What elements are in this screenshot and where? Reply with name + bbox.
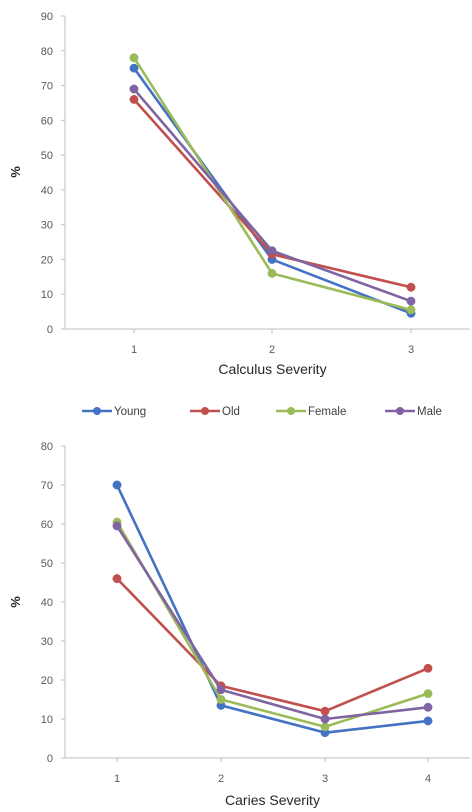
y-axis-title: % xyxy=(8,596,23,608)
data-point-male xyxy=(406,296,416,306)
data-point-male xyxy=(423,702,433,712)
y-tick-label: 70 xyxy=(41,81,53,93)
y-tick-label: 0 xyxy=(47,753,53,765)
data-point-old xyxy=(112,574,122,584)
y-tick-label: 20 xyxy=(41,254,53,266)
data-point-male xyxy=(112,521,122,531)
legend-marker-female xyxy=(287,407,295,415)
legend-label-female: Female xyxy=(308,406,346,418)
series-line-young xyxy=(115,484,429,734)
data-point-young xyxy=(112,480,122,490)
data-point-male xyxy=(267,246,277,256)
series-line-female xyxy=(115,521,429,729)
series-line-old xyxy=(116,577,429,713)
y-axis-title: % xyxy=(8,166,23,178)
legend-label-male: Male xyxy=(417,406,442,418)
x-tick-label: 4 xyxy=(425,773,431,785)
x-tick-label: 1 xyxy=(114,773,120,785)
x-tick-label: 3 xyxy=(322,773,328,785)
data-point-female xyxy=(320,722,330,732)
y-tick-label: 30 xyxy=(41,636,53,648)
data-point-old xyxy=(320,706,330,716)
data-point-young xyxy=(129,63,139,73)
legend-marker-old xyxy=(201,407,209,415)
y-tick-label: 90 xyxy=(41,11,53,23)
data-point-female xyxy=(267,268,277,278)
data-point-male xyxy=(320,714,330,724)
y-tick-label: 60 xyxy=(41,115,53,127)
x-tick-label: 1 xyxy=(131,344,137,356)
data-point-female xyxy=(423,689,433,699)
data-point-female xyxy=(129,53,139,63)
x-tick-label: 2 xyxy=(269,344,275,356)
y-tick-label: 20 xyxy=(41,675,53,687)
y-tick-label: 60 xyxy=(41,519,53,531)
data-point-old xyxy=(129,95,139,104)
y-tick-label: 40 xyxy=(41,185,53,197)
data-point-male xyxy=(216,685,226,695)
y-tick-label: 80 xyxy=(41,46,53,58)
legend-label-young: Young xyxy=(114,406,146,418)
y-tick-label: 30 xyxy=(41,220,53,232)
data-point-female xyxy=(216,695,226,704)
y-tick-label: 50 xyxy=(41,150,53,162)
legend-label-old: Old xyxy=(222,406,240,418)
data-point-old xyxy=(423,663,433,673)
data-point-female xyxy=(406,305,416,315)
series-line-male xyxy=(115,525,429,721)
y-tick-label: 40 xyxy=(41,597,53,609)
x-tick-label: 2 xyxy=(218,773,224,785)
legend-marker-young xyxy=(93,407,101,415)
data-point-old xyxy=(406,282,416,292)
y-tick-label: 70 xyxy=(41,480,53,492)
x-axis-title: Calculus Severity xyxy=(218,361,326,377)
legend-marker-male xyxy=(396,407,404,415)
y-tick-label: 10 xyxy=(41,289,53,301)
y-tick-label: 0 xyxy=(47,324,53,336)
data-point-male xyxy=(129,84,139,94)
x-tick-label: 3 xyxy=(408,344,414,356)
y-tick-label: 50 xyxy=(41,558,53,570)
x-axis-title: Caries Severity xyxy=(225,792,320,808)
y-tick-label: 10 xyxy=(41,714,53,726)
y-tick-label: 80 xyxy=(41,441,53,453)
data-point-young xyxy=(423,716,433,726)
